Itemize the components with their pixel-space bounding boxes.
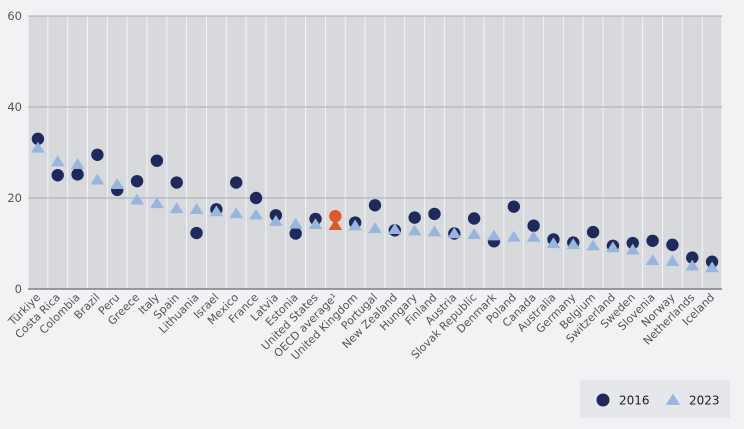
- point-2016-brazil: [91, 148, 104, 161]
- point-2016-france: [249, 191, 263, 205]
- point-2023-norway: [665, 255, 680, 266]
- point-2023-australia: [546, 237, 561, 249]
- point-2023-poland: [506, 230, 521, 242]
- point-2023-hungary: [407, 224, 422, 236]
- point-2023-iceland: [705, 261, 719, 273]
- point-2023-finland: [427, 225, 442, 237]
- series-2016: [31, 132, 719, 268]
- point-2016-colombia: [71, 168, 84, 181]
- point-2016-spain: [170, 176, 183, 189]
- point-2023-austria: [447, 227, 462, 239]
- point-2016-belgium: [586, 225, 600, 239]
- point-2016-t-rkiye: [31, 132, 45, 146]
- point-2023-lithuania: [189, 203, 204, 215]
- series-2023: [31, 141, 719, 273]
- point-2023-peru: [110, 178, 125, 189]
- point-2016-lithuania: [190, 226, 203, 240]
- point-2016-portugal: [368, 199, 382, 212]
- point-2023-belgium: [586, 239, 600, 251]
- point-2016-oecd-average: [329, 210, 342, 223]
- point-2023-canada: [526, 230, 541, 242]
- point-2023-t-rkiye: [31, 141, 45, 153]
- point-2023-israel: [209, 205, 224, 217]
- point-2016-sweden: [626, 236, 639, 250]
- point-2023-greece: [130, 193, 144, 205]
- data-points: [31, 132, 719, 273]
- point-2016-hungary: [408, 211, 421, 224]
- vertical-gridlines: [27, 16, 723, 289]
- point-2023-new-zealand: [388, 223, 402, 235]
- point-2023-mexico: [229, 207, 244, 219]
- point-2016-finland: [428, 207, 441, 221]
- point-2023-brazil: [90, 173, 105, 185]
- point-2023-switzerland: [606, 241, 620, 253]
- point-2023-colombia: [70, 158, 85, 169]
- horizontal-gridlines: [28, 15, 722, 290]
- point-2023-italy: [150, 197, 164, 209]
- point-2023-netherlands: [685, 259, 700, 271]
- point-2023-united-states: [308, 218, 323, 230]
- legend-label-2016: 2016: [619, 394, 650, 408]
- point-2023-denmark: [487, 229, 501, 241]
- y-axis-tick-labels: 0 20 40 60: [7, 9, 22, 296]
- legend-label-2023: 2023: [689, 394, 720, 408]
- point-2016-slovenia: [646, 234, 659, 247]
- point-2016-costa-rica: [51, 169, 64, 182]
- y-tick-label: 60: [7, 9, 22, 23]
- point-2023-portugal: [368, 222, 382, 234]
- y-tick-label: 20: [7, 191, 22, 205]
- point-2016-netherlands: [686, 251, 699, 264]
- point-2023-spain: [169, 202, 184, 214]
- point-2023-sweden: [625, 243, 640, 255]
- point-2016-greece: [130, 174, 144, 188]
- y-tick-label: 0: [15, 282, 22, 296]
- legend-marker-2023: [665, 393, 681, 405]
- point-2016-canada: [527, 219, 540, 232]
- point-2023-united-kingdom: [348, 219, 362, 231]
- point-2023-costa-rica: [50, 155, 65, 167]
- point-2023-estonia: [288, 217, 303, 229]
- point-2023-slovenia: [645, 254, 660, 265]
- point-2023-latvia: [269, 215, 283, 226]
- point-2016-poland: [507, 200, 520, 213]
- legend-marker-2016: [596, 393, 610, 407]
- y-tick-label: 40: [7, 100, 22, 114]
- point-2016-italy: [150, 154, 164, 167]
- point-2023-france: [249, 208, 263, 220]
- plot-background: [28, 16, 722, 289]
- point-2023-oecd-average: [328, 219, 343, 230]
- point-2016-estonia: [289, 227, 302, 240]
- point-2016-slovak-republic: [467, 212, 481, 225]
- point-2016-mexico: [230, 176, 243, 189]
- point-2023-slovak-republic: [467, 228, 481, 240]
- point-2023-germany: [566, 238, 581, 250]
- point-2016-norway: [666, 238, 679, 252]
